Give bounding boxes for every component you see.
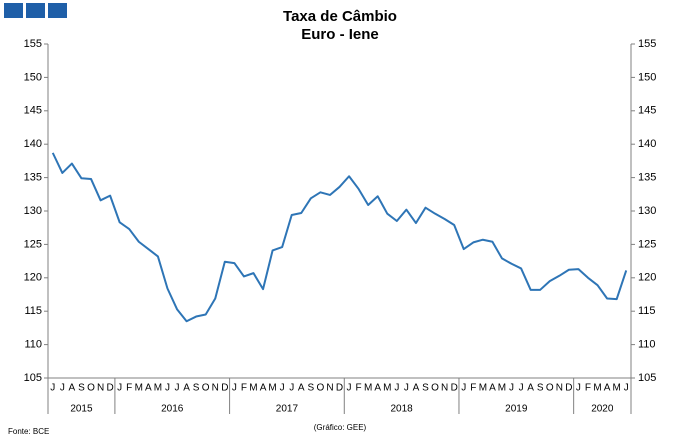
- y-tick-label-right: 125: [638, 238, 656, 250]
- chart-subtitle: Euro - Iene: [301, 26, 379, 43]
- x-tick-label: M: [249, 383, 257, 394]
- source: Fonte: BCE: [8, 427, 49, 436]
- x-tick-label: J: [175, 383, 180, 394]
- y-tick-label-right: 115: [638, 305, 656, 317]
- x-tick-label: J: [50, 383, 55, 394]
- x-tick-label: M: [135, 383, 143, 394]
- x-tick-label: A: [183, 383, 190, 394]
- logo: [48, 3, 67, 18]
- x-tick-label: F: [470, 383, 476, 394]
- x-tick-label: N: [212, 383, 219, 394]
- x-tick-label: O: [87, 383, 95, 394]
- x-tick-label: J: [461, 383, 466, 394]
- x-tick-label: A: [374, 383, 381, 394]
- x-tick-label: A: [145, 383, 152, 394]
- y-tick-label-right: 145: [638, 105, 656, 117]
- x-tick-label: J: [509, 383, 514, 394]
- x-tick-label: O: [316, 383, 324, 394]
- x-tick-label: A: [489, 383, 496, 394]
- y-tick-label-right: 105: [638, 372, 656, 384]
- y-tick-label-right: 130: [638, 205, 656, 217]
- x-tick-label: J: [394, 383, 399, 394]
- x-tick-label: M: [479, 383, 487, 394]
- year-label: 2018: [390, 404, 413, 415]
- y-tick-label: 150: [24, 71, 42, 83]
- credit: (Gráfico: GEE): [314, 423, 367, 432]
- x-tick-label: J: [576, 383, 581, 394]
- x-tick-label: M: [154, 383, 162, 394]
- year-label: 2015: [70, 404, 93, 415]
- x-tick-label: M: [364, 383, 372, 394]
- x-tick-label: F: [126, 383, 132, 394]
- year-label: 2020: [591, 404, 614, 415]
- y-tick-label: 120: [24, 272, 42, 284]
- x-tick-label: J: [624, 383, 629, 394]
- x-tick-label: A: [413, 383, 420, 394]
- y-tick-label-right: 140: [638, 138, 656, 150]
- x-tick-label: D: [565, 383, 572, 394]
- x-tick-label: A: [69, 383, 76, 394]
- x-tick-label: N: [326, 383, 333, 394]
- y-tick-label: 115: [24, 305, 42, 317]
- x-tick-label: J: [232, 383, 237, 394]
- line: [51, 152, 628, 323]
- y-tick-label: 125: [24, 238, 42, 250]
- x-tick-label: A: [260, 383, 267, 394]
- x-tick-label: D: [336, 383, 343, 394]
- x-tick-label: J: [404, 383, 409, 394]
- x-tick-label: N: [441, 383, 448, 394]
- x-tick-label: J: [347, 383, 352, 394]
- y-tick-label-right: 110: [638, 339, 656, 351]
- chart-title: Taxa de Câmbio: [283, 8, 397, 25]
- x-tick-label: O: [546, 383, 554, 394]
- x-tick-label: J: [519, 383, 524, 394]
- x-tick-label: M: [498, 383, 506, 394]
- y-tick-label: 135: [24, 172, 42, 184]
- x-tick-label: J: [289, 383, 294, 394]
- x-tick-label: M: [612, 383, 620, 394]
- y-tick-label-right: 120: [638, 272, 656, 284]
- x-tick-label: O: [202, 383, 210, 394]
- x-tick-label: S: [307, 383, 314, 394]
- x-tick-label: A: [604, 383, 611, 394]
- x-tick-label: S: [537, 383, 544, 394]
- x-tick-label: F: [241, 383, 247, 394]
- y-tick-label: 155: [24, 38, 42, 50]
- year-label: 2017: [276, 404, 299, 415]
- x-tick-label: S: [422, 383, 429, 394]
- x-tick-label: J: [165, 383, 170, 394]
- x-tick-label: F: [585, 383, 591, 394]
- logo: [4, 3, 23, 18]
- y-tick-label: 110: [24, 339, 42, 351]
- x-tick-label: O: [431, 383, 439, 394]
- y-tick-label-right: 150: [638, 71, 656, 83]
- x-tick-label: M: [383, 383, 391, 394]
- y-tick-label: 105: [24, 372, 42, 384]
- x-tick-label: S: [78, 383, 85, 394]
- year-label: 2016: [161, 404, 184, 415]
- y-tick-label-right: 135: [638, 172, 656, 184]
- y-tick-label-right: 155: [638, 38, 656, 50]
- y-tick-label: 130: [24, 205, 42, 217]
- x-tick-label: D: [451, 383, 458, 394]
- x-tick-label: J: [60, 383, 65, 394]
- x-tick-label: A: [527, 383, 534, 394]
- x-tick-label: N: [97, 383, 104, 394]
- x-tick-label: D: [221, 383, 228, 394]
- x-tick-label: M: [593, 383, 601, 394]
- logo: [26, 3, 45, 18]
- x-tick-label: S: [193, 383, 200, 394]
- x-tick-label: A: [298, 383, 305, 394]
- x-tick-label: J: [117, 383, 122, 394]
- x-tick-label: F: [356, 383, 362, 394]
- year-label: 2019: [505, 404, 528, 415]
- x-tick-label: M: [268, 383, 276, 394]
- y-tick-label: 145: [24, 105, 42, 117]
- x-tick-label: J: [280, 383, 285, 394]
- y-tick-label: 140: [24, 138, 42, 150]
- x-tick-label: D: [107, 383, 114, 394]
- x-tick-label: N: [556, 383, 563, 394]
